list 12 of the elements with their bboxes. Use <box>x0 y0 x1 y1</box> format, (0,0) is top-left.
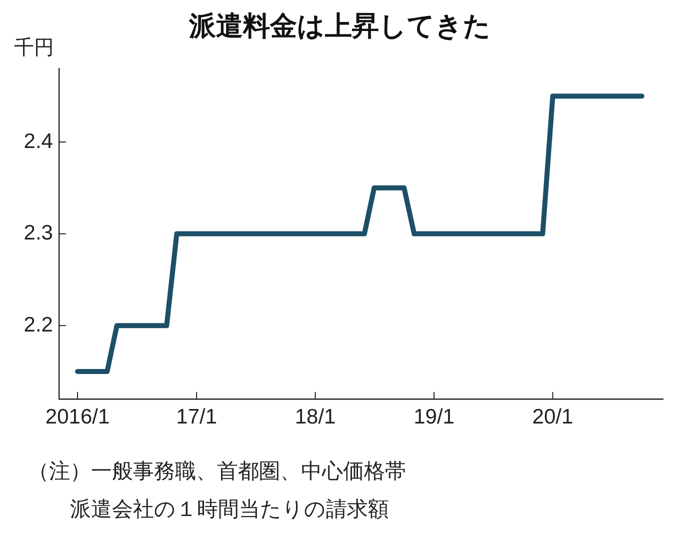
chart-title: 派遣料金は上昇してきた <box>189 11 491 42</box>
x-tick-label: 18/1 <box>294 405 336 428</box>
y-tick-label: 2.4 <box>24 130 54 153</box>
x-tick-label: 20/1 <box>532 405 574 428</box>
x-tick-label: 19/1 <box>414 405 454 428</box>
y-axis-title: 千円 <box>14 34 54 61</box>
y-tick-label: 2.3 <box>24 222 53 245</box>
x-tick-label: 17/1 <box>176 405 218 428</box>
y-tick-label: 2.2 <box>24 313 53 336</box>
x-tick-label: 2016/1 <box>45 405 110 428</box>
text: （注）一般事務職、首都圏、中心価格帯 <box>28 458 406 485</box>
text: 派遣会社の１時間当たりの請求額 <box>69 496 390 523</box>
